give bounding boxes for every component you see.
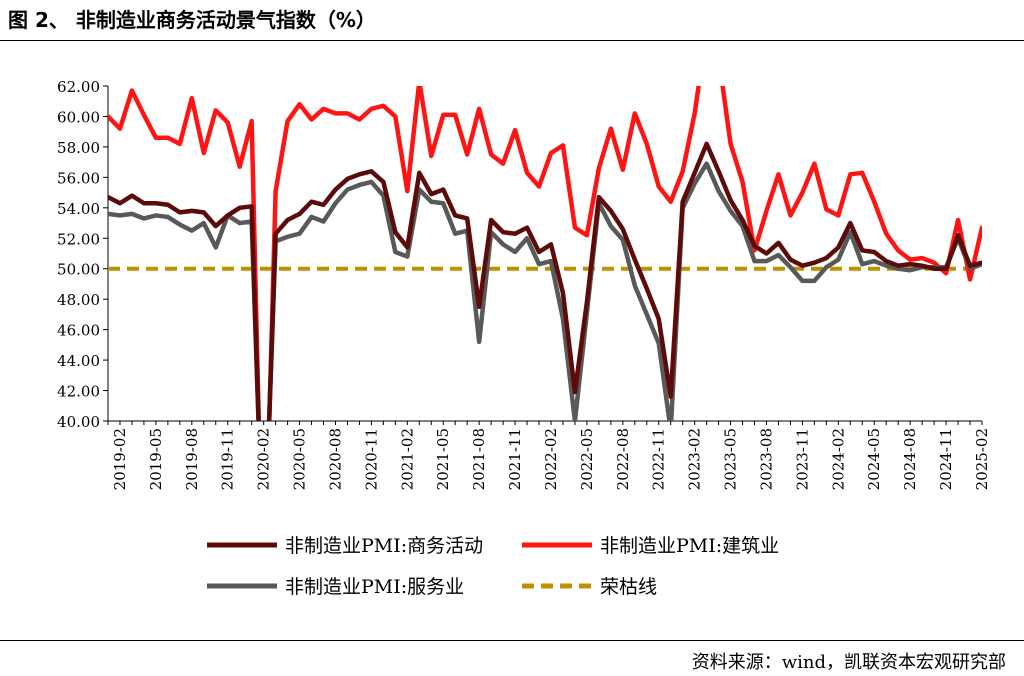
y-tick-label: 48.00 — [57, 291, 100, 309]
bottom-rule — [0, 640, 1024, 641]
axes: 40.00 42.00 44.00 46.00 48.00 50.00 52.00 54.00… — [57, 78, 991, 490]
y-tick-label: 58.00 — [57, 139, 100, 157]
x-tick-label: 2020-05 — [291, 428, 309, 490]
x-tick-label: 2022-02 — [542, 428, 560, 490]
legend-label: 非制造业PMI:建筑业 — [600, 535, 779, 557]
y-tick-label: 56.00 — [57, 169, 100, 187]
x-tick-label: 2024-05 — [865, 428, 883, 490]
x-tick-label: 2019-02 — [111, 428, 129, 490]
y-tick-label: 54.00 — [57, 200, 100, 218]
x-tick-label: 2020-11 — [362, 428, 380, 490]
y-tick-label: 46.00 — [57, 322, 100, 340]
x-tick-label: 2022-11 — [650, 428, 668, 490]
top-rule — [0, 40, 1024, 41]
x-tick-label: 2021-08 — [470, 428, 488, 490]
y-tick-label: 52.00 — [57, 230, 100, 248]
x-tick-label: 2022-05 — [578, 428, 596, 490]
y-tick-label: 60.00 — [57, 108, 100, 126]
series-lines — [108, 86, 982, 421]
x-tick-label: 2024-08 — [901, 428, 919, 490]
legend-label: 非制造业PMI:服务业 — [285, 576, 464, 598]
x-tick-label: 2022-08 — [614, 428, 632, 490]
y-tick-label: 40.00 — [57, 413, 100, 431]
series-line-0 — [108, 141, 982, 421]
legend-label: 荣枯线 — [600, 576, 657, 598]
figure-title: 图 2、 非制造业商务活动景气指数（%） — [8, 8, 376, 32]
y-tick-label: 44.00 — [57, 352, 100, 370]
x-tick-label: 2021-05 — [434, 428, 452, 490]
x-tick-label: 2023-11 — [793, 428, 811, 490]
x-tick-label: 2021-02 — [398, 428, 416, 490]
y-tick-label: 42.00 — [57, 383, 100, 401]
series-line-1 — [108, 86, 982, 421]
x-tick-label: 2023-08 — [757, 428, 775, 490]
x-tick-label: 2024-02 — [829, 428, 847, 490]
x-tick-label: 2020-02 — [255, 428, 273, 490]
x-tick-label: 2020-08 — [326, 428, 344, 490]
x-tick-label: 2025-02 — [973, 428, 991, 490]
x-tick-label: 2019-08 — [183, 428, 201, 490]
x-tick-label: 2023-02 — [686, 428, 704, 490]
x-tick-label: 2019-05 — [147, 428, 165, 490]
x-tick-label: 2019-11 — [219, 428, 237, 490]
y-tick-label: 50.00 — [57, 261, 100, 279]
x-tick-label: 2021-11 — [506, 428, 524, 490]
y-tick-label: 62.00 — [57, 78, 100, 96]
x-tick-label: 2023-05 — [722, 428, 740, 490]
x-tick-label: 2024-11 — [937, 428, 955, 490]
legend-label: 非制造业PMI:商务活动 — [285, 535, 483, 557]
source-note: 资料来源：wind，凯联资本宏观研究部 — [691, 652, 1006, 673]
